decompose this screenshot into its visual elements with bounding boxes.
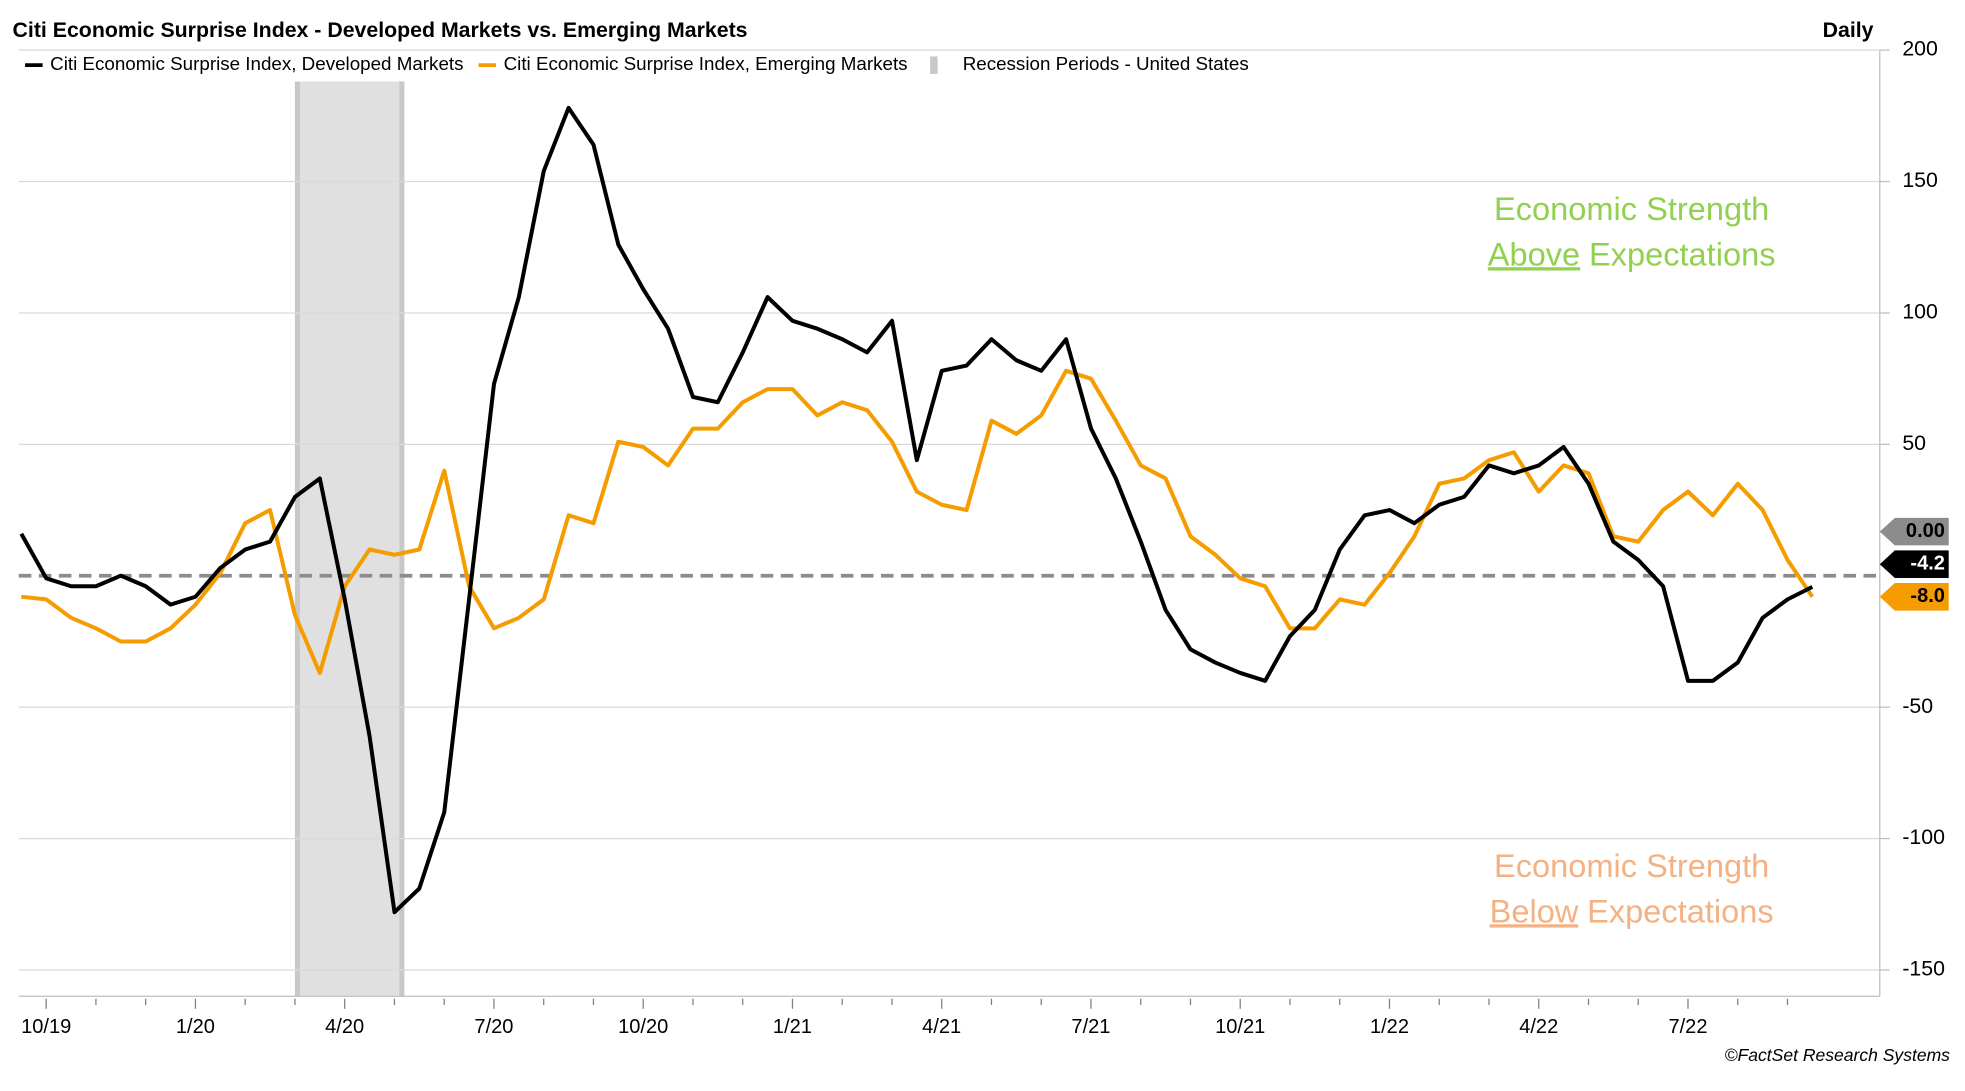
annotation: Expectations	[1589, 236, 1776, 272]
series-line	[21, 368, 1815, 675]
annotation: Below	[1490, 893, 1579, 929]
legend-label: Citi Economic Surprise Index, Developed …	[50, 53, 463, 74]
value-tag	[1879, 517, 1949, 546]
x-tick-label: 10/19	[21, 1016, 71, 1038]
y-tick-label: -50	[1902, 694, 1933, 718]
value-tag-label: -8.0	[1910, 585, 1945, 607]
annotation: Economic Strength	[1494, 191, 1769, 227]
x-tick-label: 1/22	[1370, 1016, 1409, 1038]
y-tick-label: -100	[1902, 825, 1945, 849]
y-tick-label: 50	[1902, 431, 1926, 455]
annotation: Economic Strength	[1494, 848, 1769, 884]
legend-label: Citi Economic Surprise Index, Emerging M…	[504, 53, 908, 74]
value-tag	[1879, 582, 1949, 611]
y-tick-label: 200	[1902, 37, 1938, 61]
y-tick-label: -150	[1902, 957, 1945, 981]
x-tick-label: 4/21	[922, 1016, 961, 1038]
x-tick-label: 7/22	[1668, 1016, 1707, 1038]
x-tick-label: 7/21	[1071, 1016, 1110, 1038]
annotation: Above	[1488, 236, 1580, 272]
value-tag-label: 0.00	[1906, 520, 1945, 542]
annotation: Expectations	[1587, 893, 1774, 929]
chart-title: Citi Economic Surprise Index - Developed…	[13, 18, 748, 42]
x-tick-label: 1/20	[176, 1016, 215, 1038]
series-line	[19, 105, 1814, 915]
y-tick-label: 100	[1902, 300, 1938, 324]
source: ©FactSet Research Systems	[1725, 1045, 1951, 1065]
legend-label: Recession Periods - United States	[963, 53, 1249, 74]
value-tag-label: -4.2	[1910, 552, 1945, 574]
x-tick-label: 7/20	[474, 1016, 513, 1038]
value-tag	[1879, 550, 1949, 578]
x-tick-label: 4/22	[1519, 1016, 1558, 1038]
x-tick-label: 1/21	[773, 1016, 812, 1038]
frequency: Daily	[1823, 18, 1874, 42]
x-tick-label: 10/21	[1215, 1016, 1265, 1038]
x-tick-label: 10/20	[618, 1016, 668, 1038]
legend-swatch	[930, 56, 938, 74]
y-tick-label: 150	[1902, 168, 1938, 192]
x-tick-label: 4/20	[325, 1016, 364, 1038]
